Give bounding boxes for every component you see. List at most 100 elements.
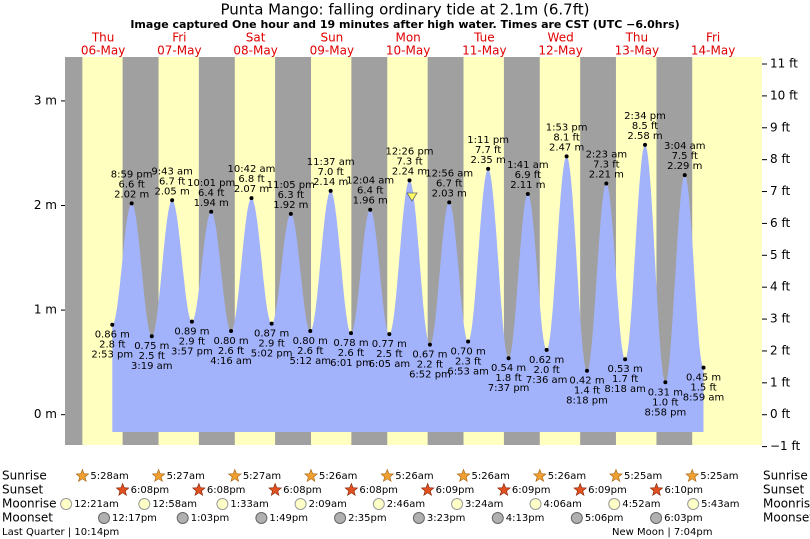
day-date: 12-May bbox=[538, 44, 582, 58]
tide-point bbox=[269, 321, 274, 326]
y-tick-label: 1 m bbox=[34, 303, 57, 317]
moonrise-time: 1:33am bbox=[230, 499, 268, 510]
moonrise-time: 4:06am bbox=[544, 499, 582, 510]
tide-label: 3:04 am bbox=[664, 141, 706, 152]
tide-label: 6:52 pm bbox=[409, 370, 451, 381]
sunset-time: 6:10pm bbox=[664, 485, 703, 496]
tide-label: 6.8 ft bbox=[238, 174, 264, 185]
tide-label: 1.5 ft bbox=[690, 383, 716, 394]
tide-label: 0.45 m bbox=[686, 373, 721, 384]
y2-tick-label: 0 ft bbox=[770, 407, 790, 421]
day-date: 11-May bbox=[462, 44, 506, 58]
tide-label: 7:36 am bbox=[526, 375, 568, 386]
y-tick-label: 3 m bbox=[34, 93, 57, 107]
chart-subtitle: Image captured One hour and 19 minutes a… bbox=[130, 18, 679, 31]
tide-label: 8:18 am bbox=[604, 384, 646, 395]
moonrise-icon bbox=[294, 498, 307, 510]
tide-point bbox=[466, 339, 471, 344]
sunrise-time: 5:26am bbox=[472, 471, 510, 482]
sunset-icon bbox=[573, 482, 588, 496]
daylight-band bbox=[692, 57, 762, 445]
sunrise-time: 5:25am bbox=[700, 471, 738, 482]
tide-label: 0.62 m bbox=[529, 355, 564, 366]
moonset-icon bbox=[412, 512, 425, 524]
tide-label: 1.4 ft bbox=[574, 386, 600, 397]
sunset-time: 6:09pm bbox=[512, 485, 551, 496]
tide-label: 1:53 pm bbox=[546, 122, 588, 133]
sunset-time: 6:08pm bbox=[207, 485, 246, 496]
tide-label: 2.58 m bbox=[627, 131, 662, 142]
moonrise-time: 5:43am bbox=[701, 499, 739, 510]
tide-label: 1.8 ft bbox=[495, 373, 521, 384]
tide-label: 2.35 m bbox=[471, 155, 506, 166]
day-weekday: Wed bbox=[548, 31, 574, 45]
moonrise-time: 4:52am bbox=[622, 499, 660, 510]
moonset-icon bbox=[570, 512, 583, 524]
tide-label: 8.5 ft bbox=[632, 121, 658, 132]
sunrise-time: 5:27am bbox=[167, 471, 205, 482]
tide-label: 2.8 ft bbox=[99, 340, 125, 351]
tide-label: 0.86 m bbox=[95, 330, 130, 341]
tide-labels: Thu06-MayFri07-MaySat08-MaySun09-MayMon1… bbox=[34, 31, 801, 524]
moonrise-time: 12:21am bbox=[74, 499, 119, 510]
tide-point bbox=[663, 380, 668, 385]
sunrise-icon bbox=[456, 468, 471, 482]
tide-point bbox=[427, 342, 432, 347]
tide-label: 2.07 m bbox=[234, 184, 269, 195]
sunrise-icon bbox=[532, 468, 547, 482]
tide-label: 4:16 am bbox=[210, 356, 252, 367]
tide-point bbox=[701, 365, 706, 370]
tide-label: 2.11 m bbox=[510, 180, 545, 191]
tide-label: 7.5 ft bbox=[672, 151, 698, 162]
tide-label: 7.3 ft bbox=[593, 160, 619, 171]
sunset-time: 6:08pm bbox=[359, 485, 398, 496]
tide-label: 2.6 ft bbox=[338, 348, 364, 359]
sunset-icon bbox=[420, 482, 435, 496]
row-label: Sunrise bbox=[2, 469, 47, 483]
moonrise-time: 12:58am bbox=[152, 499, 197, 510]
moonrise-icon bbox=[608, 498, 621, 510]
tide-label: 6.4 ft bbox=[357, 186, 383, 197]
tide-area-group bbox=[112, 144, 704, 433]
tide-point bbox=[170, 198, 175, 203]
moonset-icon bbox=[98, 512, 111, 524]
tide-label: 12:26 pm bbox=[385, 146, 433, 157]
tide-point bbox=[682, 173, 687, 178]
tide-point bbox=[348, 331, 353, 336]
tide-label: 0.53 m bbox=[608, 364, 643, 375]
y2-tick-label: 4 ft bbox=[770, 280, 790, 294]
sunset-icon bbox=[191, 482, 206, 496]
tide-label: 2.47 m bbox=[549, 142, 584, 153]
tide-label: 5:12 am bbox=[290, 356, 332, 367]
tide-label: 2.21 m bbox=[589, 170, 624, 181]
day-weekday: Sun bbox=[320, 31, 343, 45]
tide-label: 6:01 pm bbox=[330, 358, 372, 369]
tide-label: 1:11 pm bbox=[467, 135, 509, 146]
tide-label: 7:37 pm bbox=[488, 383, 530, 394]
moonrise-icon bbox=[216, 498, 229, 510]
y2-tick-label: −1 ft bbox=[770, 439, 801, 453]
row-label: Sunset bbox=[2, 483, 43, 497]
tide-label: 0.54 m bbox=[491, 363, 526, 374]
day-date: 06-May bbox=[81, 44, 125, 58]
sunset-icon bbox=[268, 482, 283, 496]
sunrise-time: 5:26am bbox=[548, 471, 586, 482]
tide-point bbox=[486, 166, 491, 171]
tide-label: 7.3 ft bbox=[396, 156, 422, 167]
moonrise-time: 2:09am bbox=[309, 499, 347, 510]
sunset-icon bbox=[649, 482, 664, 496]
sunset-icon bbox=[115, 482, 130, 496]
sunrise-icon bbox=[609, 468, 623, 482]
moon-phase: New Moon | 7:04pm bbox=[612, 527, 712, 538]
tide-point bbox=[584, 368, 589, 373]
tide-label: 0.31 m bbox=[648, 387, 683, 398]
tide-label: 0.78 m bbox=[333, 338, 368, 349]
y-tick-label: 2 m bbox=[34, 198, 57, 212]
sunset-icon bbox=[344, 482, 359, 496]
moonrise-time: 3:24am bbox=[465, 499, 503, 510]
moonrise-time: 2:46am bbox=[387, 499, 425, 510]
tide-label: 1.7 ft bbox=[612, 374, 638, 385]
tide-label: 2.3 ft bbox=[455, 356, 481, 367]
tide-label: 0.87 m bbox=[254, 329, 289, 340]
moonset-time: 1:49pm bbox=[269, 513, 308, 524]
